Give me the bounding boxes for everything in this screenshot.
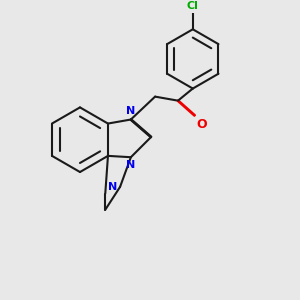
Text: N: N [126, 106, 136, 116]
Text: N: N [108, 182, 117, 192]
Text: Cl: Cl [187, 1, 199, 11]
Text: N: N [126, 160, 136, 170]
Text: O: O [197, 118, 208, 131]
